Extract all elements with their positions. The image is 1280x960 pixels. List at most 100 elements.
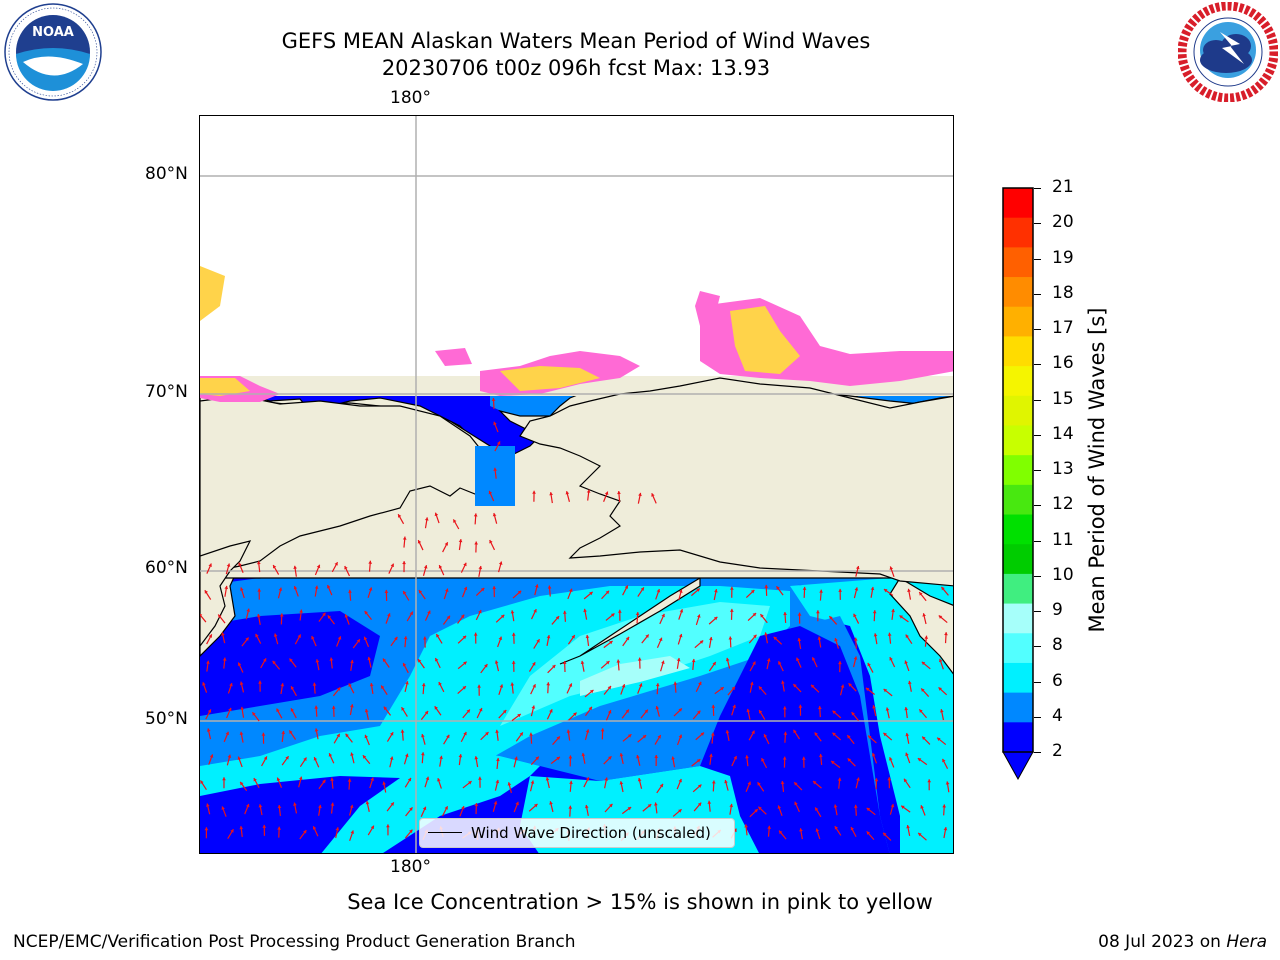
wind-wave-arrowhead <box>608 756 612 760</box>
wind-wave-arrowhead <box>402 561 406 565</box>
wind-wave-arrowhead <box>801 756 806 760</box>
wind-wave-arrowhead <box>655 683 660 687</box>
wind-wave-arrowhead <box>421 683 426 687</box>
wind-wave-arrowhead <box>568 755 573 759</box>
wind-wave-arrowhead <box>885 707 890 711</box>
wind-wave-arrowhead <box>661 613 665 618</box>
wind-wave-arrowhead <box>943 827 948 831</box>
wind-wave-arrowhead <box>732 704 736 709</box>
wind-wave-arrowhead <box>356 639 360 643</box>
wind-wave-arrowhead <box>783 611 787 616</box>
wind-wave-arrowhead <box>245 637 249 641</box>
wind-wave-arrowhead <box>854 587 859 591</box>
wind-wave-arrowhead <box>814 732 818 736</box>
wind-wave-arrowhead <box>813 781 817 785</box>
wind-wave-arrowhead <box>434 706 438 710</box>
colorbar-tick-label: 12 <box>1052 494 1074 515</box>
wind-wave-arrowhead <box>208 563 212 568</box>
wind-wave-arrowhead <box>547 585 552 589</box>
wind-wave-arrowhead <box>942 758 946 763</box>
colorbar-tick-label: 15 <box>1052 388 1074 409</box>
wind-wave-arrowhead <box>906 825 910 829</box>
wind-wave-arrowhead <box>245 803 250 808</box>
wind-wave-arrowhead <box>200 780 204 784</box>
wind-wave-arrowhead <box>725 730 730 734</box>
colorbar-tick-mark <box>1034 505 1041 507</box>
wind-wave-arrowhead <box>477 684 481 688</box>
wind-wave-arrowhead <box>390 563 394 568</box>
wind-wave-arrowhead <box>746 708 751 713</box>
wind-wave-arrowhead <box>625 636 630 641</box>
wind-wave-arrowhead <box>207 709 212 713</box>
wind-wave-arrowhead <box>919 709 923 713</box>
wind-wave-arrowhead <box>362 755 367 759</box>
wind-wave-arrowhead <box>654 754 659 758</box>
wind-wave-arrowhead <box>421 734 425 738</box>
wind-wave-arrowhead <box>511 660 516 664</box>
wind-wave-arrowhead <box>531 705 536 709</box>
wind-wave-arrowhead <box>767 825 772 829</box>
wind-wave-arrowhead <box>514 756 518 760</box>
wind-wave-arrowhead <box>347 778 352 782</box>
wave-region-east-dark <box>700 626 890 853</box>
footer-machine: Hera <box>1226 932 1267 952</box>
wind-wave-arrowhead <box>299 609 303 613</box>
colorbar-band <box>1003 188 1033 219</box>
wind-wave-arrowhead <box>799 828 803 832</box>
wind-wave-arrowhead <box>904 660 908 664</box>
wind-wave-arrowhead <box>330 777 334 781</box>
wind-wave-arrowhead <box>315 659 320 663</box>
wind-wave-arrowhead <box>678 734 683 739</box>
wind-wave-arrowhead <box>318 804 322 809</box>
wind-wave-arrowhead <box>752 661 756 665</box>
colorbar-tick-label: 20 <box>1052 212 1074 233</box>
wind-wave-arrowhead <box>478 708 483 712</box>
wind-wave-arrowhead <box>870 586 875 591</box>
wind-wave-arrowhead <box>627 734 632 738</box>
wind-wave-arrowhead <box>635 612 640 616</box>
wind-wave-arrowhead <box>905 732 910 737</box>
wind-wave-arrowhead <box>534 803 538 808</box>
wind-wave-arrowhead <box>571 635 575 639</box>
wind-wave-arrowhead <box>331 705 336 709</box>
wind-wave-arrowhead <box>446 615 450 620</box>
wind-wave-arrowhead <box>938 687 942 691</box>
footer-branch: NCEP/EMC/Verification Post Processing Pr… <box>13 932 576 952</box>
wind-wave-arrowhead <box>316 564 321 569</box>
wind-wave-arrowhead <box>436 634 440 638</box>
wind-wave-arrowhead <box>607 710 612 714</box>
wind-wave-arrowhead <box>855 565 860 570</box>
wind-wave-arrowhead <box>714 589 718 593</box>
wind-wave-arrowhead <box>883 832 887 837</box>
wind-wave-arrowhead <box>945 781 950 785</box>
wind-wave-arrowhead <box>696 588 700 592</box>
wind-wave-arrowhead <box>404 753 409 758</box>
wind-wave-arrowhead <box>255 633 259 638</box>
wind-wave-arrowhead <box>495 779 500 784</box>
wind-wave-arrowhead <box>289 730 293 734</box>
wind-wave-arrowhead <box>752 613 757 617</box>
wind-wave-arrowhead <box>424 710 429 715</box>
wind-wave-arrowhead <box>781 680 785 684</box>
wind-wave-arrowhead <box>227 754 232 759</box>
wind-wave-arrowhead <box>873 633 878 637</box>
wind-wave-arrowhead <box>833 804 838 808</box>
wind-wave-arrowhead <box>671 756 675 760</box>
wind-wave-arrowhead <box>224 585 229 590</box>
wind-wave-arrowhead <box>252 712 256 716</box>
wind-wave-arrowhead <box>350 830 355 834</box>
lon-label-top: 180° <box>390 88 431 108</box>
sea-ice-center-yellow <box>500 366 600 391</box>
wind-wave-arrowhead <box>699 640 704 644</box>
sea-ice-west-yellow <box>200 378 250 396</box>
wind-wave-arrowhead <box>534 584 539 588</box>
wind-wave-arrowhead <box>208 634 213 638</box>
wind-wave-arrowhead <box>444 588 449 592</box>
wind-wave-arrowhead <box>350 659 354 664</box>
wind-wave-arrowhead <box>463 586 468 591</box>
land-kamchatka-overlay <box>200 540 252 647</box>
wind-wave-arrowhead <box>937 737 941 742</box>
wind-wave-arrowhead <box>678 809 682 813</box>
colorbar-tick-mark <box>1034 223 1041 225</box>
wind-wave-arrowhead <box>938 658 943 663</box>
